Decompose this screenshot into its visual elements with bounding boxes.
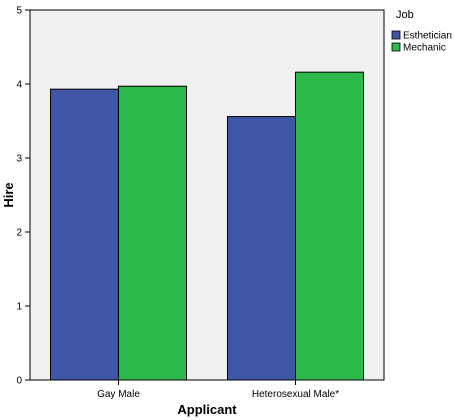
- bar-mechanic-2: [295, 71, 364, 381]
- y-tick-label: 1: [16, 302, 22, 313]
- bar-esthetician-1: [50, 88, 119, 381]
- y-tick-label: 3: [16, 154, 22, 165]
- y-axis-title: Hire: [1, 182, 16, 207]
- legend-swatch-esthetician: [391, 30, 401, 40]
- x-axis-title: Applicant: [177, 402, 237, 417]
- y-tick-label: 5: [16, 6, 22, 17]
- legend-swatch-mechanic: [391, 42, 401, 52]
- bar-mechanic-1: [118, 85, 187, 381]
- legend-label-mechanic: Mechanic: [403, 43, 446, 54]
- legend-title: Job: [396, 9, 414, 21]
- x-axis: Gay Male Heterosexual Male*: [97, 380, 339, 400]
- y-axis: 0 1 2 3 4 5: [16, 6, 30, 387]
- y-tick-label: 4: [16, 80, 22, 91]
- x-tick-label: Gay Male: [97, 389, 140, 400]
- x-tick-label: Heterosexual Male*: [252, 389, 339, 400]
- y-tick-label: 2: [16, 228, 22, 239]
- legend-label-esthetician: Esthetician: [403, 31, 452, 42]
- y-tick-label: 0: [16, 376, 22, 387]
- bars: [50, 71, 364, 381]
- bar-esthetician-2: [227, 116, 296, 381]
